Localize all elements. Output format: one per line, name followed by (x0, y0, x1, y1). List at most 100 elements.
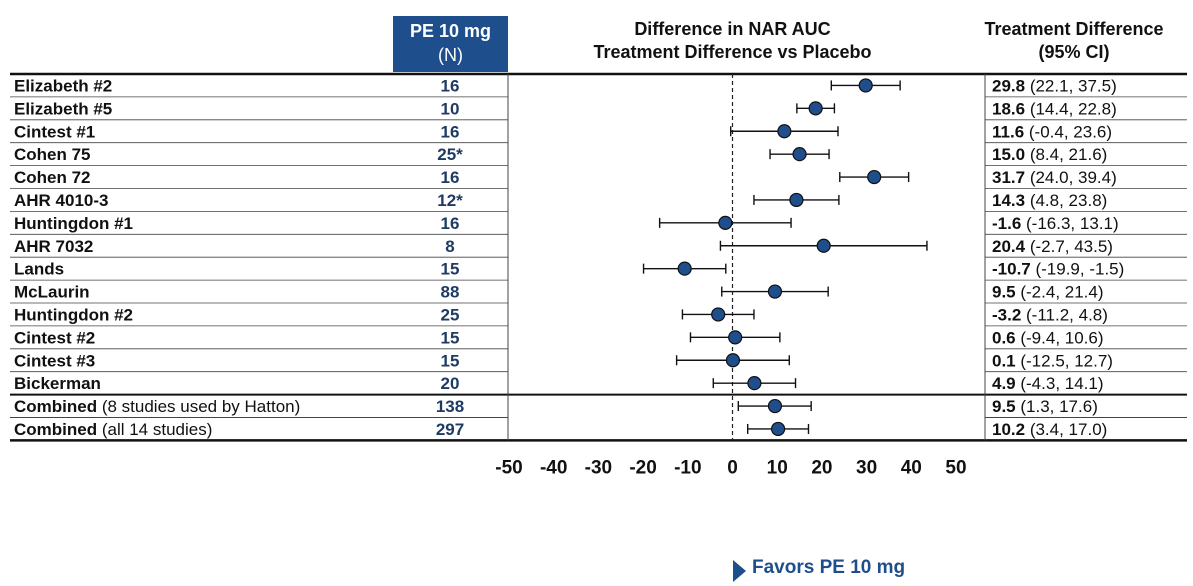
estimate-value: 29.8 (992, 76, 1025, 95)
study-label: Cintest #1 (14, 122, 95, 141)
ci-range: (-0.4, 23.6) (1024, 122, 1112, 141)
point-estimate-marker (767, 284, 783, 299)
x-tick-label: 0 (727, 457, 738, 478)
point-estimate-marker (767, 398, 783, 414)
point-estimate-marker (725, 353, 741, 368)
ci-title-line1: Treatment Difference (984, 19, 1164, 39)
study-name: AHR 4010-3 (14, 191, 109, 210)
point-estimate-marker (718, 215, 733, 230)
x-tick-label: -20 (629, 457, 656, 478)
ci-text: 0.6 (-9.4, 10.6) (992, 328, 1104, 347)
study-name: Huntingdon #1 (14, 214, 133, 233)
ci-text: 29.8 (22.1, 37.5) (992, 76, 1117, 95)
study-name: Elizabeth #2 (14, 76, 112, 95)
estimate-value: 15.0 (992, 145, 1025, 164)
study-name: Elizabeth #5 (14, 99, 112, 118)
estimate-value: 20.4 (992, 237, 1026, 256)
study-name: Cohen 72 (14, 168, 91, 187)
ci-text: 18.6 (14.4, 22.8) (992, 99, 1117, 118)
plot-title-line1: Difference in NAR AUC (634, 19, 831, 39)
sample-size-value: 20 (441, 374, 460, 393)
group-header: PE 10 mg (N) (393, 16, 508, 72)
point-estimate-marker (858, 78, 873, 93)
study-name: Cintest #3 (14, 351, 95, 370)
study-name: Cintest #1 (14, 122, 95, 141)
x-tick-label: 10 (767, 457, 788, 478)
ci-range: (-2.7, 43.5) (1025, 237, 1113, 256)
study-name: Combined (14, 420, 97, 439)
x-tick-label: -40 (540, 457, 567, 478)
favors-label: Favors PE 10 mg (752, 557, 906, 578)
study-name: Cohen 75 (14, 145, 91, 164)
estimate-value: 0.6 (992, 328, 1016, 347)
study-name: AHR 7032 (14, 237, 93, 256)
study-name: Huntingdon #2 (14, 305, 133, 324)
study-label: Bickerman (14, 374, 101, 393)
ci-text: -10.7 (-19.9, -1.5) (992, 260, 1124, 279)
ci-text: 15.0 (8.4, 21.6) (992, 145, 1107, 164)
ci-text: 9.5 (-2.4, 21.4) (992, 283, 1104, 302)
estimate-value: 9.5 (992, 283, 1016, 302)
ci-column-title: Treatment Difference (95% CI) (960, 18, 1188, 64)
point-estimate-marker (728, 330, 743, 345)
study-label: Cintest #2 (14, 328, 95, 347)
ci-range: (-9.4, 10.6) (1016, 328, 1104, 347)
ci-range: (24.0, 39.4) (1025, 168, 1117, 187)
ci-text: 4.9 (-4.3, 14.1) (992, 374, 1104, 393)
sample-size-value: 16 (441, 76, 460, 95)
group-n-label: (N) (438, 45, 463, 65)
ci-text: 20.4 (-2.7, 43.5) (992, 237, 1113, 256)
sample-size-value: 16 (441, 214, 460, 233)
study-label: Huntingdon #2 (14, 305, 133, 324)
study-name: McLaurin (14, 283, 90, 302)
study-label: Huntingdon #1 (14, 214, 133, 233)
ci-text: 11.6 (-0.4, 23.6) (992, 122, 1112, 141)
estimate-value: -3.2 (992, 305, 1021, 324)
ci-range: (3.4, 17.0) (1025, 420, 1107, 439)
x-tick-label: 20 (811, 457, 832, 478)
point-estimate-marker (816, 238, 831, 253)
sample-size-value: 16 (441, 168, 460, 187)
study-note: (all 14 studies) (97, 420, 212, 439)
sample-size-value: 15 (441, 260, 460, 279)
study-name: Cintest #2 (14, 328, 95, 347)
estimate-value: 31.7 (992, 168, 1025, 187)
ci-range: (22.1, 37.5) (1025, 76, 1117, 95)
ci-text: 9.5 (1.3, 17.6) (992, 397, 1098, 416)
plot-title: Difference in NAR AUC Treatment Differen… (540, 18, 925, 64)
study-label: Combined (8 studies used by Hatton) (14, 397, 300, 416)
study-note: (8 studies used by Hatton) (97, 397, 300, 416)
point-estimate-marker (867, 169, 882, 185)
sample-size-value: 297 (436, 420, 464, 439)
ci-text: 0.1 (-12.5, 12.7) (992, 351, 1113, 370)
study-label: McLaurin (14, 283, 90, 302)
study-label: Cohen 72 (14, 168, 91, 187)
study-label: Combined (all 14 studies) (14, 420, 212, 439)
point-estimate-marker (747, 376, 762, 391)
study-label: Elizabeth #2 (14, 76, 112, 95)
estimate-value: 14.3 (992, 191, 1025, 210)
estimate-value: -10.7 (992, 260, 1031, 279)
sample-size-value: 25* (437, 145, 463, 164)
ci-range: (-12.5, 12.7) (1016, 351, 1113, 370)
sample-size-value: 12* (437, 191, 463, 210)
ci-range: (14.4, 22.8) (1025, 99, 1117, 118)
ci-range: (-16.3, 13.1) (1021, 214, 1118, 233)
estimate-value: 18.6 (992, 99, 1025, 118)
point-estimate-marker (677, 261, 692, 276)
ci-text: -1.6 (-16.3, 13.1) (992, 214, 1119, 233)
study-label: AHR 7032 (14, 237, 93, 256)
ci-range: (-11.2, 4.8) (1021, 305, 1108, 324)
study-label: Elizabeth #5 (14, 99, 112, 118)
sample-size-value: 15 (441, 328, 460, 347)
study-name: Bickerman (14, 374, 101, 393)
study-label: AHR 4010-3 (14, 191, 109, 210)
point-estimate-marker (777, 124, 792, 139)
ci-text: 10.2 (3.4, 17.0) (992, 420, 1107, 439)
sample-size-value: 8 (445, 237, 454, 256)
point-estimate-marker (792, 147, 807, 162)
x-tick-label: -50 (495, 457, 522, 478)
favors-arrow-icon (733, 560, 746, 582)
sample-size-value: 88 (441, 283, 460, 302)
